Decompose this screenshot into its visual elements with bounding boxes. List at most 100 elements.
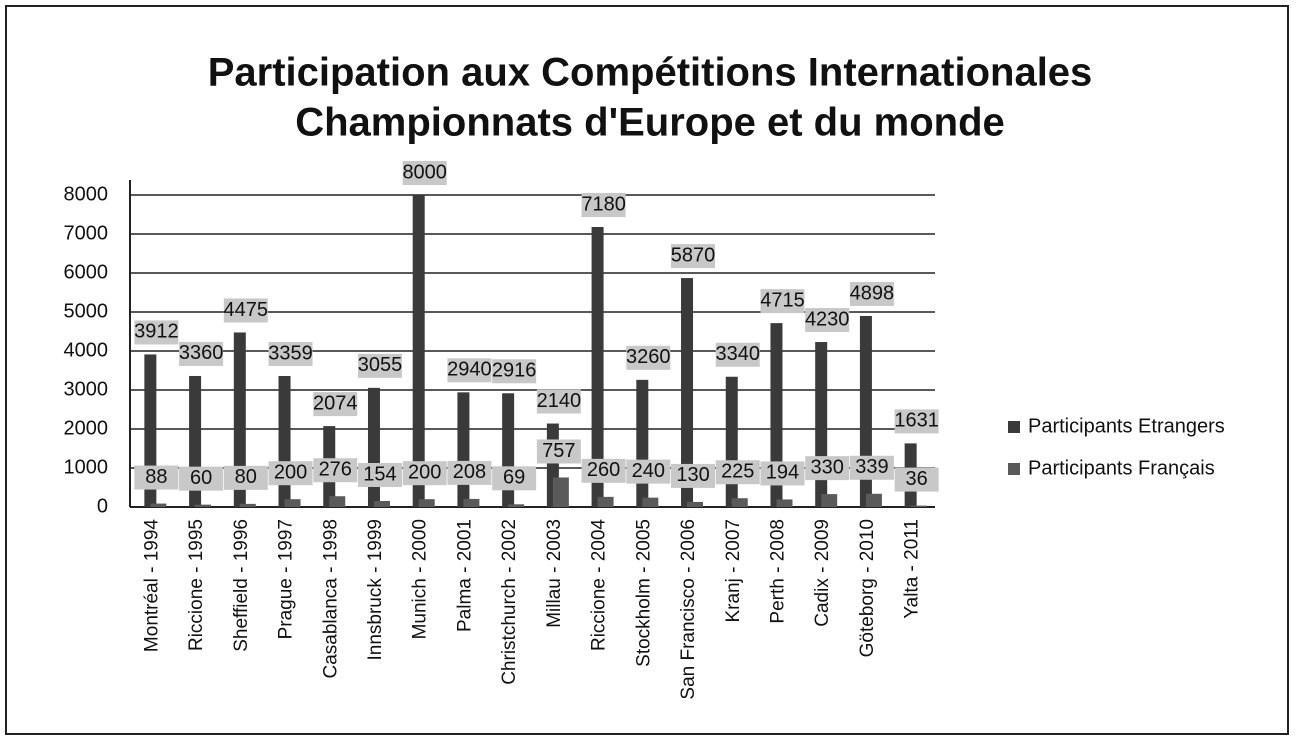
legend-label: Participants Etrangers	[1028, 415, 1225, 437]
data-label-bg	[536, 389, 581, 414]
bar	[412, 195, 425, 507]
x-tick-label: Casablanca - 1998	[320, 519, 341, 679]
data-label: 36	[906, 468, 928, 490]
data-label: 276	[319, 459, 352, 481]
x-tick-label: Stockholm - 2005	[633, 519, 654, 667]
bar	[508, 504, 525, 507]
data-label-bg	[581, 458, 626, 483]
data-label: 3340	[716, 343, 761, 365]
data-label: 225	[721, 461, 754, 483]
data-label-bg	[402, 161, 447, 185]
data-label: 2140	[537, 390, 582, 412]
bar	[367, 387, 380, 507]
data-label: 200	[274, 461, 307, 483]
legend-label: Participants Français	[1028, 457, 1215, 479]
data-label-bg	[179, 341, 224, 366]
data-label-bg	[492, 466, 537, 491]
bar	[725, 376, 738, 507]
bar	[770, 323, 783, 507]
bar	[865, 493, 882, 507]
data-label: 2940	[447, 359, 492, 381]
bar	[457, 392, 470, 507]
bar	[233, 332, 246, 507]
data-label: 330	[811, 456, 844, 478]
data-label: 757	[542, 440, 575, 462]
data-label: 3912	[134, 321, 179, 343]
data-label: 4230	[805, 308, 850, 330]
data-label-bg	[268, 461, 313, 486]
bar	[195, 504, 212, 507]
data-label-bg	[849, 281, 894, 306]
bar	[284, 499, 301, 507]
data-label-bg	[671, 244, 716, 269]
bar	[552, 477, 569, 507]
x-tick-label: Göteborg - 2010	[857, 519, 878, 657]
data-label: 3359	[268, 342, 313, 364]
data-label-bg	[894, 409, 939, 434]
chart-subtitle: Championnats d'Europe et du monde	[295, 101, 1005, 145]
y-tick-label: 2000	[64, 417, 109, 439]
x-tick-label: Christchurch - 2002	[499, 519, 520, 685]
bar	[597, 496, 614, 507]
bar	[150, 503, 167, 507]
x-tick-label: Millau - 2003	[544, 519, 565, 628]
data-label: 3360	[179, 342, 224, 364]
bar	[910, 505, 927, 507]
y-tick-label: 3000	[64, 378, 109, 400]
bar	[239, 503, 256, 507]
x-tick-label: Montréal - 1994	[141, 519, 162, 653]
data-label-bg	[805, 456, 850, 481]
data-label-bg	[581, 192, 626, 217]
bar	[278, 375, 291, 507]
data-label-bg	[492, 359, 537, 384]
data-label: 7180	[581, 193, 626, 215]
x-tick-label: Innsbruck - 1999	[365, 519, 386, 661]
data-label-bg	[671, 463, 716, 488]
data-label: 1631	[894, 410, 939, 432]
bar	[687, 501, 704, 507]
data-label: 3260	[626, 346, 671, 368]
data-label: 2916	[492, 360, 537, 382]
data-label-bg	[715, 342, 760, 367]
bar	[373, 500, 390, 507]
bar	[329, 496, 346, 507]
data-label-bg	[536, 439, 581, 464]
data-label-bg	[134, 320, 179, 345]
bar	[418, 499, 435, 507]
y-tick-label: 5000	[64, 300, 109, 322]
bar	[776, 499, 793, 507]
data-label: 60	[190, 467, 212, 489]
data-label: 88	[145, 466, 167, 488]
x-tick-label: Riccione - 1995	[186, 519, 207, 651]
bar	[731, 498, 748, 507]
x-tick-label: Riccione - 2004	[589, 519, 610, 651]
data-label-bg	[223, 298, 268, 323]
data-label: 260	[587, 459, 620, 481]
bar	[681, 278, 694, 507]
data-label-bg	[715, 460, 760, 485]
data-label-bg	[626, 345, 671, 370]
x-tick-label: Yalta - 2011	[902, 519, 923, 619]
data-label: 240	[632, 460, 665, 482]
data-label-bg	[894, 467, 939, 492]
chart-title: Participation aux Compétitions Internati…	[208, 51, 1093, 95]
x-tick-label: Cadix - 2009	[812, 519, 833, 627]
data-label-bg	[313, 458, 358, 483]
data-label-bg	[357, 353, 402, 378]
data-label-bg	[357, 462, 402, 487]
y-tick-label: 4000	[64, 339, 109, 361]
data-label: 4475	[224, 299, 269, 321]
data-label-bg	[626, 459, 671, 484]
data-label: 208	[453, 461, 486, 483]
data-label: 154	[363, 463, 396, 485]
legend-swatch	[1008, 421, 1020, 433]
y-tick-label: 0	[97, 495, 108, 517]
data-label: 69	[503, 467, 525, 489]
data-label-bg	[447, 358, 492, 383]
x-tick-label: Prague - 1997	[276, 519, 297, 639]
data-label-bg	[805, 308, 850, 333]
data-label: 4898	[850, 282, 895, 304]
x-tick-label: Palma - 2001	[454, 519, 475, 632]
data-label-bg	[849, 455, 894, 480]
legend-swatch	[1008, 463, 1020, 475]
